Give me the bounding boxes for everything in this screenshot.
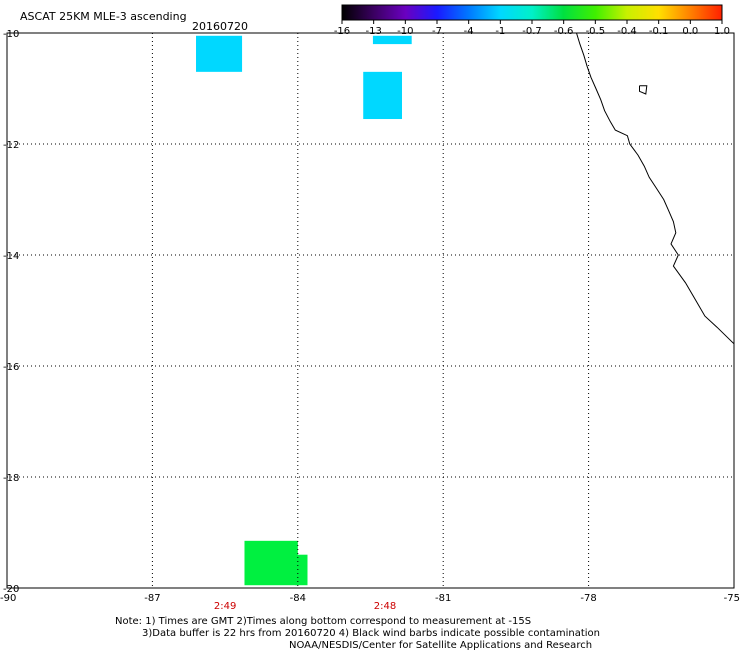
colorbar-label: -0.1 <box>649 26 669 37</box>
colorbar-label: -10 <box>397 26 413 37</box>
colorbar-label: -0.5 <box>586 26 606 37</box>
lon-tick-label: -84 <box>290 593 306 604</box>
lon-tick-label: -75 <box>724 593 740 604</box>
data-patch-1 <box>372 35 412 45</box>
map-frame <box>6 32 735 589</box>
lon-tick-label: -81 <box>435 593 451 604</box>
colorbar-ramp <box>341 4 723 21</box>
colorbar-label: 0.0 <box>682 26 698 37</box>
map-date: 20160720 <box>192 20 248 33</box>
colorbar-label: -1 <box>495 26 505 37</box>
colorbar-label: -16 <box>334 26 350 37</box>
colorbar-label: -0.4 <box>617 26 637 37</box>
lat-tick-label: -12 <box>3 140 19 151</box>
pass-time-label: 2:48 <box>374 601 396 612</box>
lon-tick-label: -90 <box>0 593 16 604</box>
note-line-2: 3)Data buffer is 22 hrs from 20160720 4)… <box>142 628 600 639</box>
colorbar-label: -4 <box>464 26 474 37</box>
data-patch-2 <box>363 71 403 120</box>
data-patch-0 <box>196 35 243 72</box>
lon-tick-label: -87 <box>144 593 160 604</box>
coastline <box>576 32 735 345</box>
colorbar-label: -0.7 <box>522 26 542 37</box>
lat-tick-label: -10 <box>3 29 19 40</box>
map-title: ASCAT 25KM MLE-3 ascending <box>20 10 187 23</box>
map-plot-area: -90 -87 -84 -81 -78 -75 -10 -12 -14 -16 -18 -20 2:49… <box>0 29 740 612</box>
island-outline <box>639 85 648 95</box>
lat-tick-label: -18 <box>3 473 19 484</box>
colorbar-legend: -16 -13 -10 -7 -4 -1 -0.7 -0.6 -0.5 -0.4 -0.1 0.0 1.… <box>334 4 730 37</box>
colorbar-label: -13 <box>365 26 381 37</box>
note-line-3: NOAA/NESDIS/Center for Satellite Applica… <box>289 640 592 650</box>
data-patch-4 <box>295 554 308 586</box>
colorbar-label: -0.6 <box>554 26 574 37</box>
lat-tick-label: -14 <box>3 251 19 262</box>
lat-tick-label: -16 <box>3 362 19 373</box>
lon-tick-label: -78 <box>580 593 596 604</box>
colorbar-label: -7 <box>432 26 442 37</box>
data-patch-3 <box>244 540 298 586</box>
note-line-1: Note: 1) Times are GMT 2)Times along bot… <box>115 616 531 627</box>
lat-tick-label: -20 <box>3 584 19 595</box>
colorbar-label: 1.0 <box>714 26 730 37</box>
pass-time-label: 2:49 <box>214 601 236 612</box>
